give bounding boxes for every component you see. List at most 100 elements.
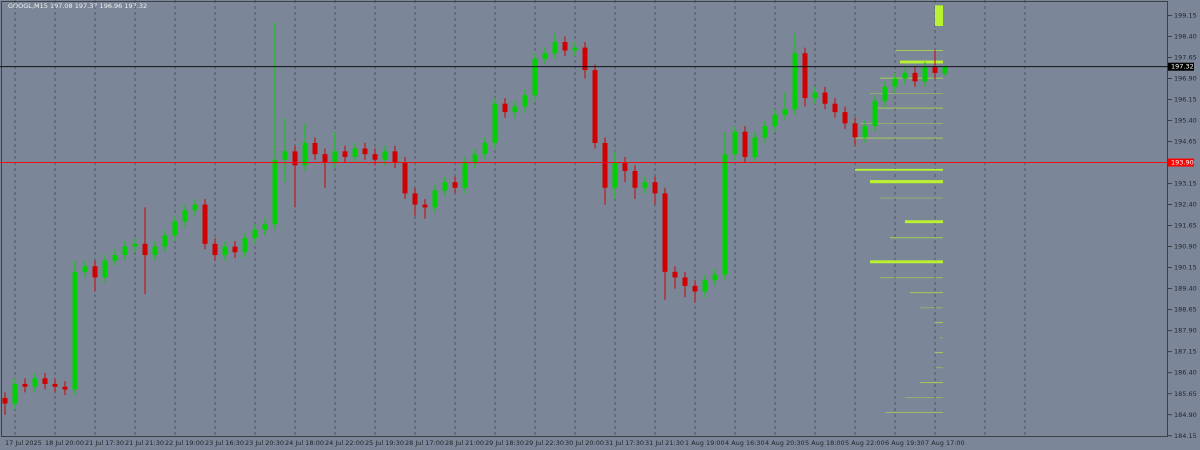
y-tick-label: 191.65 <box>1174 222 1197 230</box>
x-tick-label: 30 Jul 20:00 <box>565 439 604 447</box>
candle-body <box>442 182 448 191</box>
profile-bar <box>920 382 943 384</box>
candle-body <box>32 378 38 387</box>
x-tick-label: 31 Jul 21:30 <box>645 439 684 447</box>
candle-body <box>332 151 338 163</box>
candle-body <box>182 210 188 222</box>
candle-body <box>132 243 138 247</box>
candle-body <box>122 246 128 256</box>
candle-body <box>692 285 698 292</box>
profile-bar <box>900 60 943 64</box>
profile-bar <box>880 77 943 79</box>
candle-body <box>672 271 678 278</box>
x-tick-label: 23 Jul 16:30 <box>205 439 244 447</box>
candle-body <box>242 238 248 253</box>
candle-body <box>802 53 808 99</box>
candle-body <box>912 72 918 82</box>
candle-body <box>762 126 768 138</box>
candle-body <box>922 67 928 82</box>
candle-body <box>2 397 8 404</box>
candle-body <box>742 131 748 157</box>
candle-body <box>212 243 218 256</box>
candle-body <box>732 131 738 155</box>
candle-body <box>882 86 888 101</box>
profile-bar <box>935 322 943 324</box>
x-tick-label: 24 Jul 18:00 <box>285 439 324 447</box>
candle-body <box>292 151 298 166</box>
price-label-box <box>1168 158 1194 167</box>
candle-body <box>12 383 18 404</box>
candle-body <box>282 151 288 160</box>
candle-body <box>192 204 198 211</box>
x-tick-label: 23 Jul 20:30 <box>245 439 284 447</box>
candle-body <box>782 109 788 115</box>
candle-body <box>402 162 408 194</box>
candle-body <box>862 126 868 138</box>
candle-body <box>632 170 638 188</box>
x-tick-label: 31 Jul 17:30 <box>605 439 644 447</box>
profile-bar <box>870 180 943 184</box>
y-tick-label: 189.40 <box>1174 285 1197 293</box>
candle-body <box>532 58 538 96</box>
candle-body <box>712 274 718 281</box>
x-tick-label: 21 Jul 21:30 <box>125 439 164 447</box>
candle-body <box>522 95 528 107</box>
candle-body <box>352 148 358 157</box>
profile-bar <box>855 137 943 139</box>
candle-body <box>462 162 468 188</box>
candle-body <box>512 106 518 113</box>
profile-bar <box>880 277 943 279</box>
candle-body <box>112 255 118 261</box>
candle-body <box>72 271 78 390</box>
x-tick-label: 21 Jul 17:30 <box>85 439 124 447</box>
profile-bar <box>905 220 943 224</box>
profile-bar <box>875 107 943 109</box>
candle-body <box>822 92 828 104</box>
profile-bar <box>935 5 943 27</box>
candle-body <box>232 246 238 253</box>
candle-body <box>832 103 838 113</box>
profile-bar <box>870 260 943 264</box>
candle-body <box>222 246 228 256</box>
profile-bar <box>910 292 943 294</box>
candle-body <box>542 53 548 59</box>
candle-body <box>412 193 418 205</box>
candle-body <box>422 204 428 208</box>
candle-body <box>552 42 558 54</box>
candle-body <box>772 114 778 127</box>
x-tick-label: 4 Aug 20:30 <box>765 439 805 447</box>
candle-body <box>52 383 58 387</box>
candle-body <box>392 151 398 163</box>
candle-body <box>142 243 148 256</box>
x-tick-label: 17 Jul 2025 <box>5 439 42 447</box>
candle-body <box>312 142 318 155</box>
candle-body <box>482 142 488 155</box>
price-label: 193.90 <box>1171 159 1194 167</box>
candle-body <box>22 383 28 387</box>
x-tick-label: 24 Jul 22:00 <box>325 439 364 447</box>
candle-body <box>622 162 628 171</box>
y-tick-label: 184.15 <box>1174 432 1197 440</box>
candle-body <box>602 142 608 188</box>
candle-body <box>892 78 898 87</box>
candle-body <box>362 148 368 155</box>
candle-body <box>932 67 938 73</box>
candle-body <box>592 70 598 143</box>
profile-bar <box>885 412 943 413</box>
y-tick-label: 186.40 <box>1174 369 1197 377</box>
candle-body <box>562 42 568 51</box>
candle-body <box>152 246 158 256</box>
profile-bar <box>855 168 943 171</box>
y-tick-label: 192.40 <box>1174 201 1197 209</box>
candle-body <box>652 182 658 194</box>
y-tick-label: 190.90 <box>1174 243 1197 251</box>
profile-bar <box>935 352 943 354</box>
y-tick-label: 187.90 <box>1174 327 1197 335</box>
x-tick-label: 5 Aug 18:00 <box>805 439 845 447</box>
grid <box>984 0 1026 437</box>
candle-body <box>942 66 948 74</box>
y-tick-label: 199.15 <box>1174 11 1197 19</box>
y-tick-label: 196.15 <box>1174 95 1197 103</box>
candle-body <box>472 154 478 163</box>
